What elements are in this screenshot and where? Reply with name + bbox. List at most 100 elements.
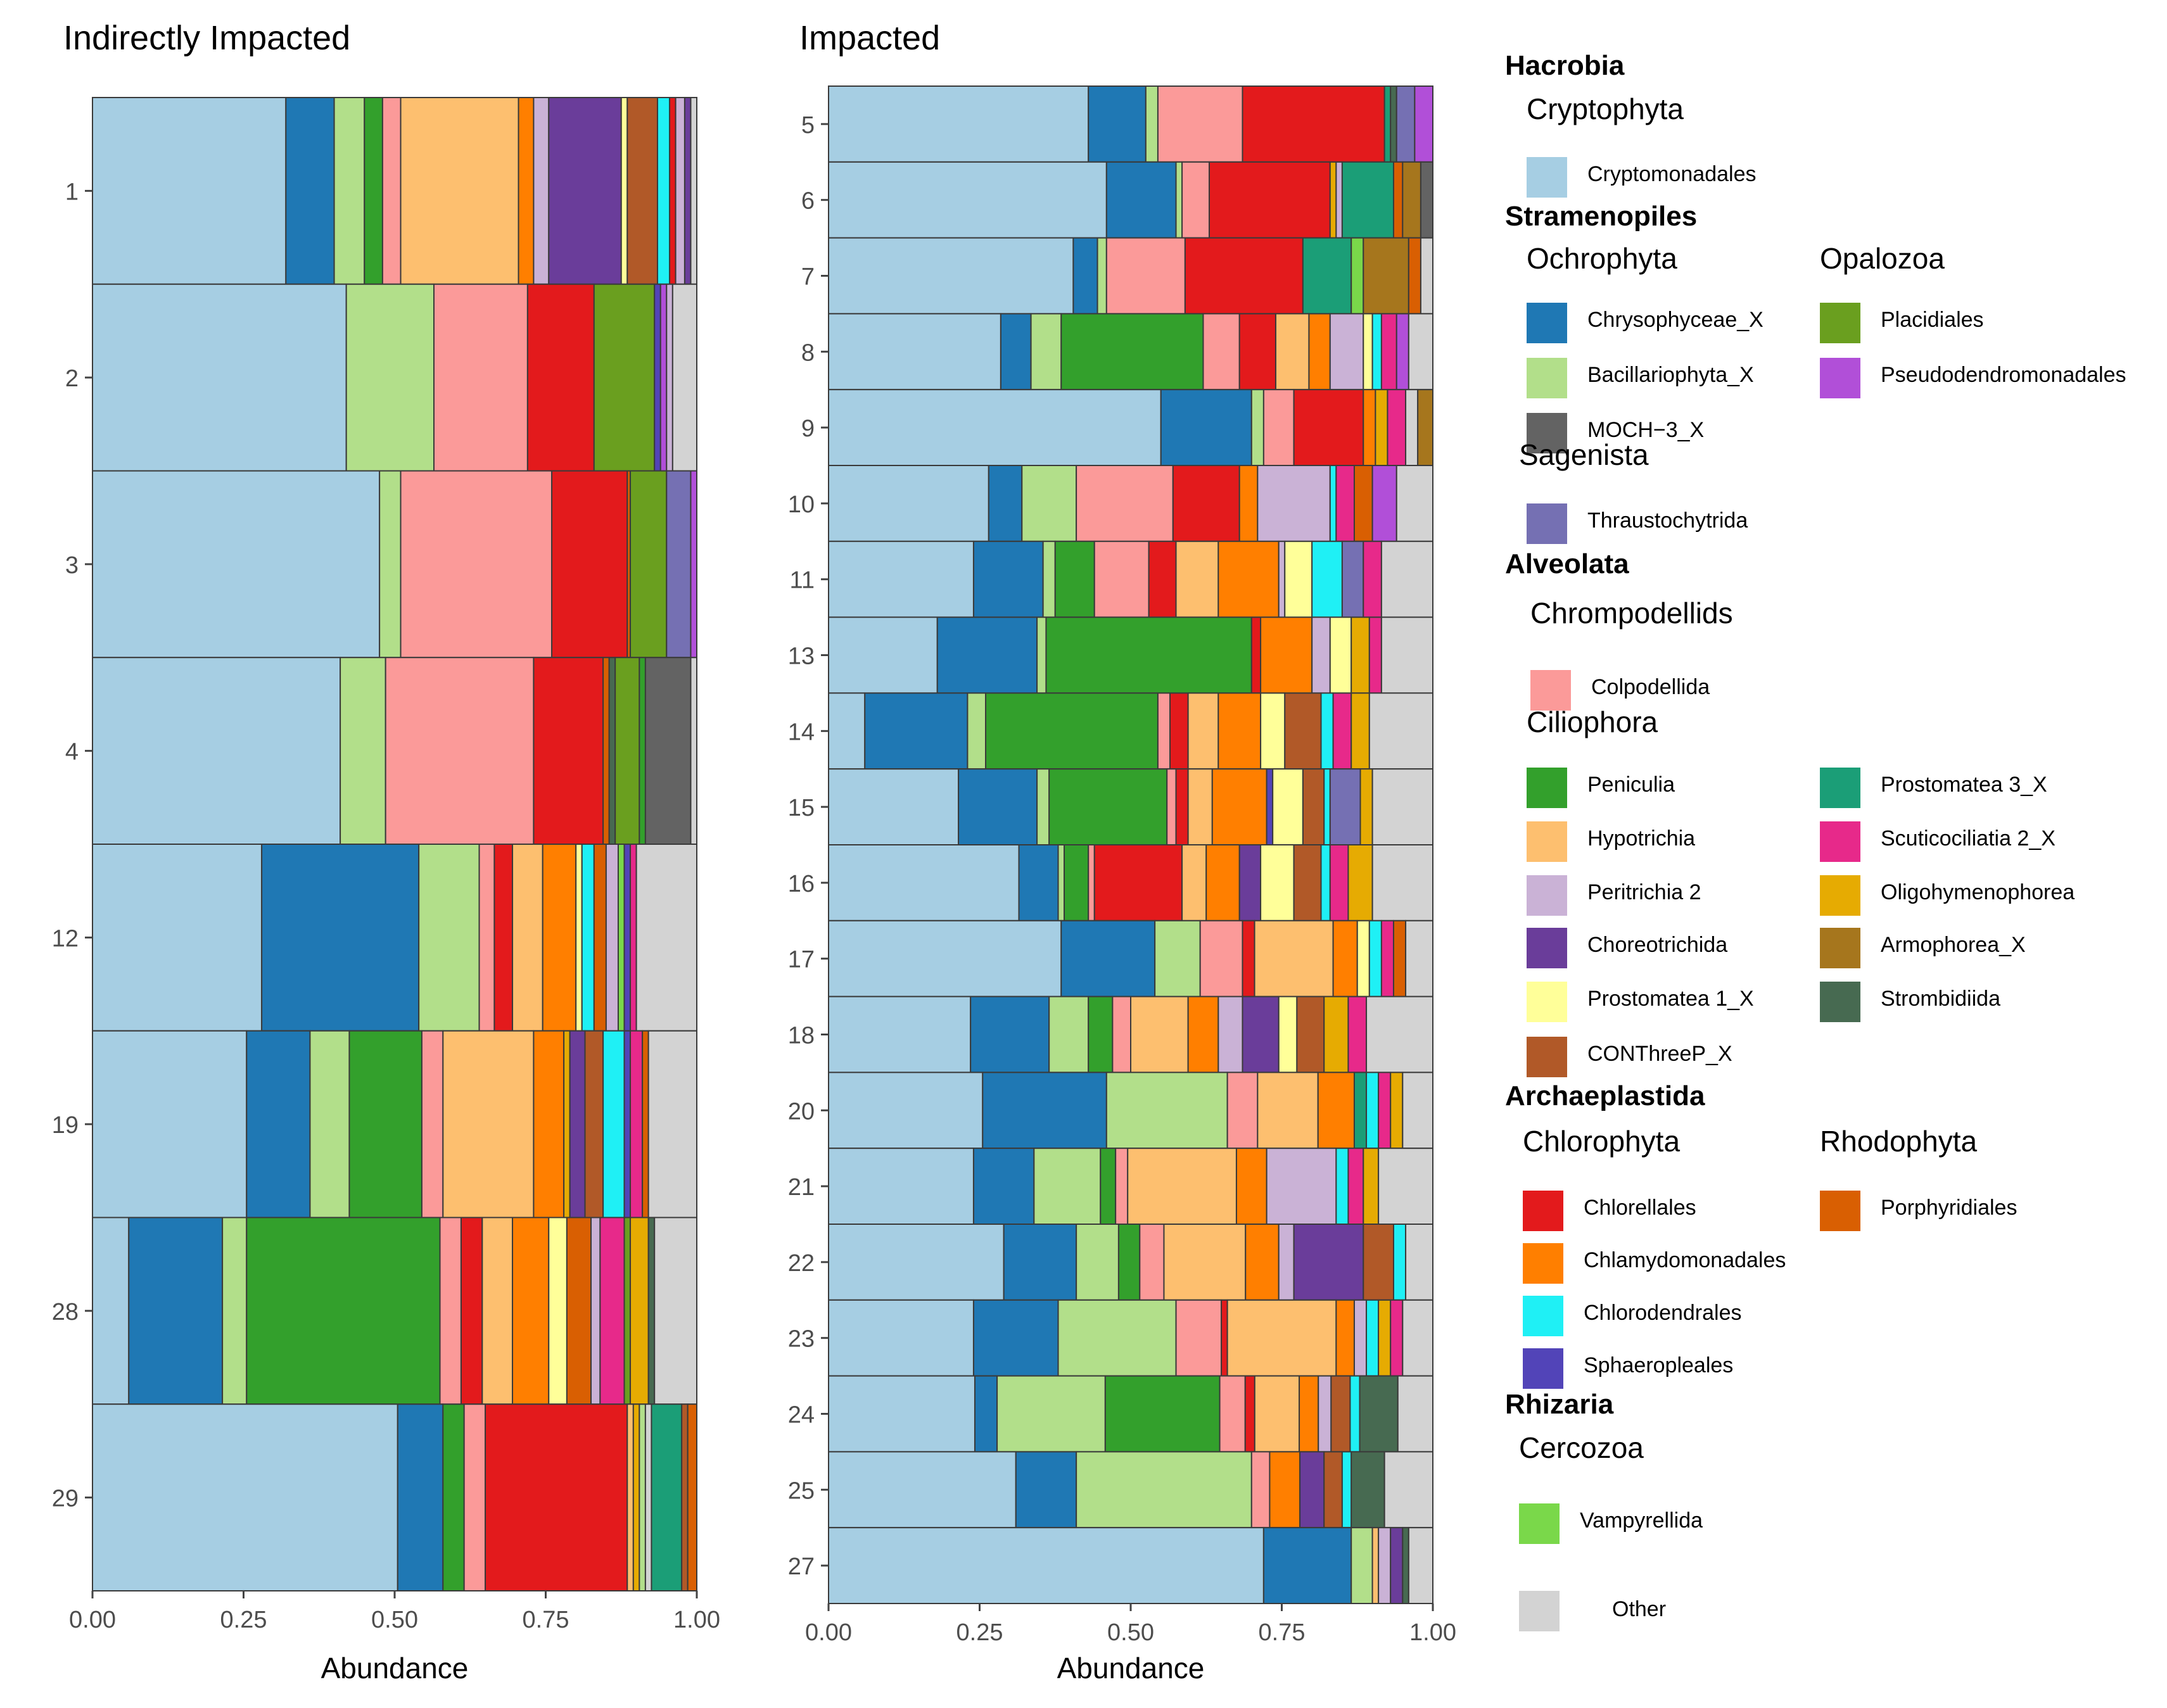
bar-segment-right-sample-11-chlorellales xyxy=(1148,540,1177,618)
bar-segment-right-sample-14-chlamydomonadales xyxy=(1217,692,1262,770)
bar-segment-right-sample-8-chlorodendrales xyxy=(1371,313,1382,391)
legend-label-prostomatea-3-x: Prostomatea 3_X xyxy=(1881,773,2047,797)
bar-segment-right-sample-13-peniculia xyxy=(1045,616,1252,694)
bar-segment-right-sample-15-chlorodendrales xyxy=(1323,768,1331,845)
legend-group-archaeplastida: Archaeplastida xyxy=(1505,1080,1705,1111)
bar-segment-right-sample-16-oligohymenophorea xyxy=(1347,844,1373,921)
y-tick-label-left-19: 19 xyxy=(52,1112,79,1139)
bar-segment-right-sample-15-conthreep-x xyxy=(1302,768,1325,845)
bar-segment-right-sample-25-cryptomonadales xyxy=(828,1451,1017,1529)
bar-segment-left-sample-12-porphyridiales xyxy=(593,844,607,1032)
bar-segment-right-sample-25-chrysophyceae-x xyxy=(1015,1451,1077,1529)
bar-segment-left-sample-28-chlorellales xyxy=(460,1217,483,1405)
bar-segment-right-sample-5-pseudodendromonadales xyxy=(1414,85,1433,163)
y-tick-label-left-2: 2 xyxy=(65,365,79,392)
legend-swatch-scuticociliatia-2-x xyxy=(1820,821,1860,862)
bar-segment-right-sample-17-chlorodendrales xyxy=(1368,920,1382,997)
bar-segment-right-sample-25-strombidiida xyxy=(1350,1451,1385,1529)
legend-swatch-chlamydomonadales xyxy=(1523,1243,1563,1284)
bar-segment-left-sample-12-peritrichia-2 xyxy=(605,844,619,1032)
bar-segment-right-sample-21-bacillariophyta-x xyxy=(1033,1148,1102,1225)
y-tick-label-left-1: 1 xyxy=(65,179,79,205)
bar-segment-right-sample-25-other xyxy=(1383,1451,1433,1529)
bar-segment-left-sample-12-hypotrichia xyxy=(512,844,543,1032)
bar-segment-right-sample-15-other xyxy=(1371,768,1434,845)
bar-segment-left-sample-29-conthreep-x xyxy=(681,1403,689,1591)
bar-segment-right-sample-24-strombidiida xyxy=(1359,1375,1399,1453)
legend-subgroup-chrompodellids: Chrompodellids xyxy=(1530,597,1733,629)
bar-segment-right-sample-16-chlamydomonadales xyxy=(1205,844,1240,921)
legend-swatch-sphaeropleales xyxy=(1523,1348,1563,1389)
bar-segment-right-sample-25-conthreep-x xyxy=(1323,1451,1343,1529)
bar-segment-right-sample-20-hypotrichia xyxy=(1257,1072,1319,1149)
bar-segment-right-sample-20-other xyxy=(1402,1072,1434,1149)
bar-segment-right-sample-14-hypotrichia xyxy=(1187,692,1219,770)
bar-segment-right-sample-18-scuticociliatia-2-x xyxy=(1347,996,1368,1073)
bar-segment-right-sample-24-cryptomonadales xyxy=(828,1375,975,1453)
bar-segment-right-sample-25-bacillariophyta-x xyxy=(1076,1451,1252,1529)
bar-segment-right-sample-22-hypotrichia xyxy=(1163,1224,1247,1301)
x-tick-label-left-0: 0.00 xyxy=(69,1607,116,1633)
y-tick-label-right-8: 8 xyxy=(801,339,815,366)
bar-segment-right-sample-22-choreotrichida xyxy=(1293,1224,1364,1301)
legend-swatch-prostomatea-1-x xyxy=(1527,982,1567,1022)
bar-segment-left-sample-19-sphaeropleales xyxy=(623,1030,632,1218)
legend-label-placidiales: Placidiales xyxy=(1881,308,1984,332)
bar-segment-left-sample-4-moch-3-x xyxy=(644,657,692,845)
bar-segment-right-sample-16-conthreep-x xyxy=(1293,844,1322,921)
bar-segment-left-sample-28-porphyridiales xyxy=(566,1217,592,1405)
bar-segment-right-sample-23-chlorellales xyxy=(1221,1299,1228,1377)
bar-segment-right-sample-8-pseudodendromonadales xyxy=(1395,313,1409,391)
bar-segment-left-sample-3-placidiales xyxy=(630,470,668,659)
bar-segment-right-sample-6-porphyridiales xyxy=(1392,161,1404,239)
bar-segment-left-sample-28-placidiales xyxy=(623,1217,632,1405)
bar-segment-right-sample-17-chlorellales xyxy=(1242,920,1255,997)
bar-segment-right-sample-24-chlamydomonadales xyxy=(1299,1375,1319,1453)
x-tick-label-left-3: 0.75 xyxy=(523,1607,569,1633)
bar-segment-right-sample-25-chlorodendrales xyxy=(1341,1451,1352,1529)
bar-segment-right-sample-13-chlorellales xyxy=(1250,616,1262,694)
y-tick-label-right-17: 17 xyxy=(788,947,815,973)
bar-segment-left-sample-29-bacillariophyta-x xyxy=(639,1403,646,1591)
bar-segment-left-sample-19-bacillariophyta-x xyxy=(309,1030,350,1218)
bar-segment-right-sample-21-oligohymenophorea xyxy=(1363,1148,1380,1225)
bar-segment-left-sample-1-prostomatea-1-x xyxy=(620,97,628,285)
x-axis-title-right: Abundance xyxy=(1057,1652,1205,1685)
bar-segment-right-sample-7-chlorellales xyxy=(1184,237,1304,315)
x-axis-title-left: Abundance xyxy=(321,1652,469,1685)
bar-segment-left-sample-2-cryptomonadales xyxy=(92,283,347,472)
legend-label-scuticociliatia-2-x: Scuticociliatia 2_X xyxy=(1881,826,2056,851)
bar-segment-right-sample-15-prostomatea-1-x xyxy=(1272,768,1304,845)
bar-segment-right-sample-11-bacillariophyta-x xyxy=(1042,540,1056,618)
bar-segment-left-sample-19-colpodellida xyxy=(421,1030,444,1218)
bar-segment-left-sample-12-prostomatea-1-x xyxy=(575,844,583,1032)
y-tick-label-right-7: 7 xyxy=(801,264,815,291)
bar-segment-left-sample-4-strombidiida xyxy=(608,657,616,845)
bar-segment-left-sample-4-porphyridiales xyxy=(602,657,610,845)
bar-segment-right-sample-13-bacillariophyta-x xyxy=(1036,616,1047,694)
bar-segment-right-sample-18-cryptomonadales xyxy=(828,996,972,1073)
legend-group-hacrobia: Hacrobia xyxy=(1505,50,1625,81)
y-tick-label-right-21: 21 xyxy=(788,1174,815,1201)
legend-label-moch-3-x: MOCH−3_X xyxy=(1587,418,1704,442)
legend-label-chlorodendrales: Chlorodendrales xyxy=(1584,1301,1742,1325)
bar-segment-right-sample-14-chlorodendrales xyxy=(1320,692,1334,770)
bar-segment-left-sample-3-pseudodendromonadales xyxy=(690,470,697,659)
bar-segment-right-sample-9-other xyxy=(1405,389,1419,467)
bar-segment-right-sample-8-chlamydomonadales xyxy=(1308,313,1331,391)
legend-swatch-porphyridiales xyxy=(1820,1191,1860,1231)
y-tick-label-left-12: 12 xyxy=(52,925,79,952)
bar-segment-right-sample-6-prostomatea-3-x xyxy=(1341,161,1394,239)
bar-segment-right-sample-14-cryptomonadales xyxy=(828,692,866,770)
legend-swatch-bacillariophyta-x xyxy=(1527,358,1567,398)
bar-segment-left-sample-12-chlorellales xyxy=(493,844,514,1032)
bar-segment-right-sample-20-chrysophyceae-x xyxy=(982,1072,1107,1149)
y-tick-label-right-10: 10 xyxy=(788,491,815,518)
legend-label-pseudodendromonadales: Pseudodendromonadales xyxy=(1881,363,2126,387)
bar-segment-left-sample-28-strombidiida xyxy=(647,1217,656,1405)
bar-segment-right-sample-9-chlorellales xyxy=(1293,389,1364,467)
bar-segment-right-sample-27-hypotrichia xyxy=(1371,1527,1380,1604)
bar-segment-left-sample-19-conthreep-x xyxy=(584,1030,604,1218)
bar-segment-right-sample-7-cryptomonadales xyxy=(828,237,1074,315)
bar-segment-right-sample-23-colpodellida xyxy=(1175,1299,1223,1377)
